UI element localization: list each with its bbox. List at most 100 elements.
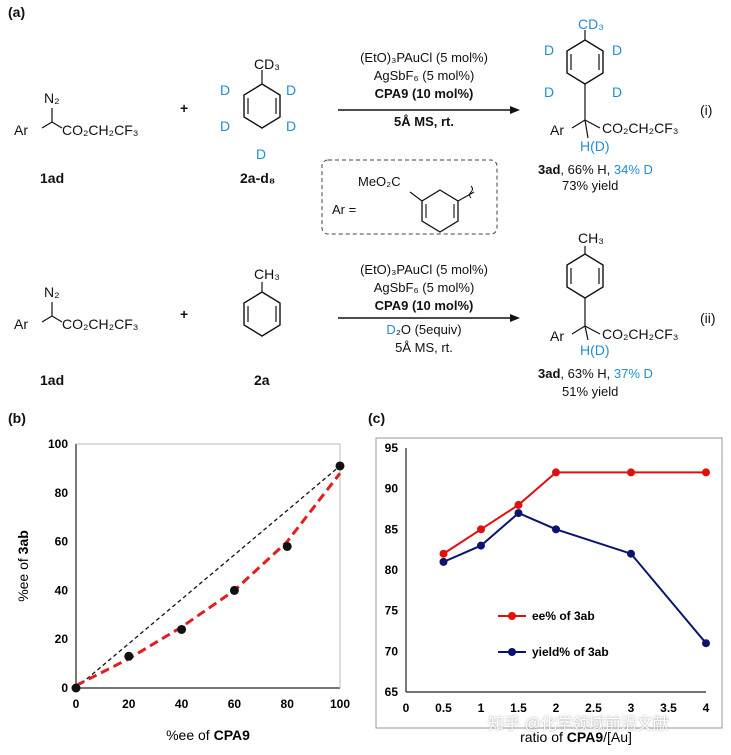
rxn1-product-label: 3ad, 66% H, 34% D [538, 162, 653, 177]
y-tick-label-2: 40 [55, 583, 69, 597]
product-ii-ring [566, 253, 604, 299]
series-1-point-3 [552, 525, 560, 534]
rxn2-diazo-n2: N₂ [44, 284, 60, 300]
x-tick-label-7: 3.5 [660, 701, 677, 715]
legend-marker-0 [508, 612, 516, 620]
series-1-point-2 [514, 509, 523, 518]
chart-c-frame [375, 437, 723, 729]
panel-a-label: (a) [8, 4, 26, 20]
watermark: 知乎 @化学领域前沿文献 [488, 716, 669, 733]
rxn2-condition-2: AgSbF₆ (5 mol%) [373, 280, 475, 295]
rxn1-product-ester: CO₂CH₂CF₃ [602, 120, 679, 136]
rxn1-condition-4: 5Å MS, rt. [394, 114, 454, 129]
rxn1-diazo-n2: N₂ [44, 90, 60, 106]
rxn1-product-methyl: CD₃ [578, 16, 604, 32]
series-line-0 [442, 471, 706, 555]
panel-c-label: (c) [368, 410, 386, 426]
series-1-point-0 [439, 557, 448, 566]
x-tick-label-2: 40 [175, 697, 189, 711]
y-tick-label-4: 80 [55, 486, 69, 500]
rxn2-plus: + [180, 306, 189, 322]
y-tick-label-1: 70 [385, 644, 399, 658]
rxn2-product-hd: H(D) [580, 342, 610, 358]
y-tick-label-5: 100 [48, 437, 68, 451]
legend-marker-1 [508, 648, 516, 656]
fit-curve [75, 472, 342, 687]
series-0-point-5 [702, 468, 710, 477]
data-point-4 [282, 541, 292, 551]
rxn1-plus: + [180, 100, 189, 116]
series-1-point-5 [702, 639, 710, 648]
y-tick-label-3: 80 [385, 563, 399, 577]
ar-def-eq: Ar = [332, 202, 357, 217]
rxn1-arene-label: 2a-d₈ [240, 170, 276, 186]
rxn2-diazo-ester: CO₂CH₂CF₃ [62, 316, 139, 332]
data-point-3 [229, 585, 239, 595]
diazo-ar-bond [41, 121, 53, 129]
data-point-2 [177, 624, 187, 634]
x-axis-title: ratio of CPA9/[Au] [520, 729, 632, 745]
rxn1-product-d-4: D [612, 84, 623, 100]
y-tick-label-0: 0 [61, 681, 68, 695]
x-tick-label-4: 80 [281, 697, 295, 711]
y-tick-label-3: 60 [55, 535, 69, 549]
x-tick-label-3: 60 [228, 697, 242, 711]
rxn1-arene-d-2: D [286, 82, 297, 98]
rxn2-reactant-label: 1ad [40, 372, 65, 388]
ar-definition-box [321, 159, 498, 235]
panel-b-label: (b) [8, 410, 26, 426]
rxn1-condition-3: CPA9 (10 mol%) [374, 86, 474, 101]
rxn2-arene-methyl: CH₃ [254, 266, 280, 282]
diazo-ester-bond [51, 121, 63, 129]
y-tick-label-4: 85 [385, 522, 399, 536]
y-tick-label-2: 75 [385, 604, 399, 618]
x-tick-label-0: 0 [403, 701, 410, 715]
x-tick-label-5: 100 [330, 697, 350, 711]
x-tick-label-3: 1.5 [510, 701, 527, 715]
rxn1-product-yield: 73% yield [562, 178, 619, 193]
data-point-5 [335, 461, 345, 471]
ar-definition-ring [421, 189, 459, 233]
rxn1-arene-d-4: D [286, 118, 297, 134]
rxn1-product-d-1: D [544, 42, 555, 58]
rxn1-product-ar: Ar [550, 122, 564, 138]
series-0-point-1 [477, 525, 485, 534]
rxn2-condition-4: D₂O (5equiv) [386, 322, 462, 337]
rxn1-arene-d-3: D [220, 118, 231, 134]
x-tick-label-0: 0 [73, 697, 80, 711]
rxn1-roman: (i) [700, 102, 713, 118]
arene-toluene-ring [243, 291, 281, 337]
rxn2-product-ar: Ar [550, 328, 564, 344]
legend-label-0: ee% of 3ab [532, 609, 595, 623]
rxn1-product-hd: H(D) [580, 138, 610, 154]
x-tick-label-5: 2.5 [585, 701, 602, 715]
rxn2-product-yield: 51% yield [562, 384, 619, 399]
rxn1-product-d-2: D [612, 42, 623, 58]
x-axis-title: %ee of CPA9 [166, 727, 250, 743]
ar-def-ester: MeO₂C [358, 174, 401, 189]
y-tick-label-0: 65 [385, 685, 399, 699]
y-tick-label-1: 20 [55, 632, 69, 646]
x-tick-label-2: 1 [478, 701, 485, 715]
legend-label-1: yield% of 3ab [532, 645, 609, 659]
rxn2-product-label: 3ad, 63% H, 37% D [538, 366, 653, 381]
series-1-point-1 [477, 541, 485, 550]
series-0-point-3 [552, 468, 560, 477]
reaction-i-structures [41, 30, 604, 341]
rxn2-roman: (ii) [700, 310, 716, 326]
rxn2-product-methyl: CH₃ [578, 230, 604, 246]
x-tick-label-8: 4 [703, 701, 710, 715]
rxn1-condition-2: AgSbF₆ (5 mol%) [373, 68, 475, 83]
series-0-point-0 [439, 549, 448, 558]
rxn1-arene-d-5: D [256, 146, 267, 162]
rxn2-arene-label: 2a [254, 372, 270, 388]
rxn2-product-ester: CO₂CH₂CF₃ [602, 326, 679, 342]
series-line-1 [443, 511, 707, 644]
linear-reference-line [75, 465, 341, 689]
arene-d8-ring [243, 83, 281, 129]
rxn1-condition-1: (EtO)₃PAuCl (5 mol%) [360, 50, 488, 65]
rxn1-arene-d-1: D [220, 82, 231, 98]
x-tick-label-6: 3 [628, 701, 635, 715]
series-0-point-2 [514, 500, 523, 509]
chart-c: 0 0.5 1 1.5 2 2.5 3 3.5 4 65 70 75 80 85 90 95 ee% of 3a… [375, 437, 723, 745]
